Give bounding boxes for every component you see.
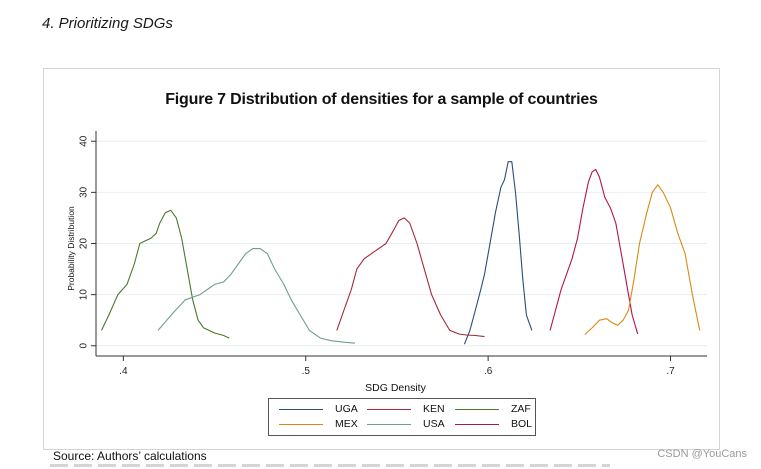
axes: 0 10 20 30 40 .4 .5 .6 .7 SDG Density Probability … [66,131,707,394]
series-line-usa [157,248,356,344]
legend-swatch [455,424,499,425]
source-note: Source: Authors’ calculations [53,449,207,463]
legend-swatch [367,424,411,425]
series-line-mex [584,184,701,335]
grid-lines [96,140,707,347]
legend-label: BOL [511,418,533,430]
x-tick-label: .5 [302,366,311,377]
legend-label: USA [423,418,445,430]
legend-swatch [367,409,411,410]
legend-label: ZAF [511,403,531,415]
legend-label: MEX [335,418,358,430]
series-line-ken [336,217,485,338]
chart-title: Figure 7 Distribution of densities for a… [165,91,598,108]
x-tick-label: .7 [666,366,675,377]
legend-swatch [279,409,323,410]
series-line-bol [549,168,639,335]
section-heading: 4. Prioritizing SDGs [42,15,173,32]
series-lines [101,161,701,345]
y-tick-label: 30 [79,186,90,198]
series-line-zaf [101,209,230,339]
x-tick-label: .6 [484,366,493,377]
chart-legend: UGA KEN ZAF MEX USA BOL [268,398,536,436]
x-axis-title: SDG Density [365,382,426,394]
y-tick-label: 40 [79,135,90,147]
watermark: CSDN @YouCans [657,448,747,460]
figure-frame: Figure 7 Distribution of densities for a… [43,68,720,450]
cut-off-text-line [50,464,610,467]
x-tick-label: .4 [119,366,128,377]
y-tick-label: 20 [79,238,90,250]
legend-label: UGA [335,403,358,415]
y-tick-label: 10 [79,289,90,301]
y-axis-title: Probability Distribution [66,206,76,291]
legend-label: KEN [423,403,445,415]
density-chart: 0 10 20 30 40 .4 .5 .6 .7 SDG Density Probability … [66,131,707,394]
series-line-uga [463,161,533,345]
y-tick-label: 0 [79,343,90,349]
legend-swatch [279,424,323,425]
legend-swatch [455,409,499,410]
